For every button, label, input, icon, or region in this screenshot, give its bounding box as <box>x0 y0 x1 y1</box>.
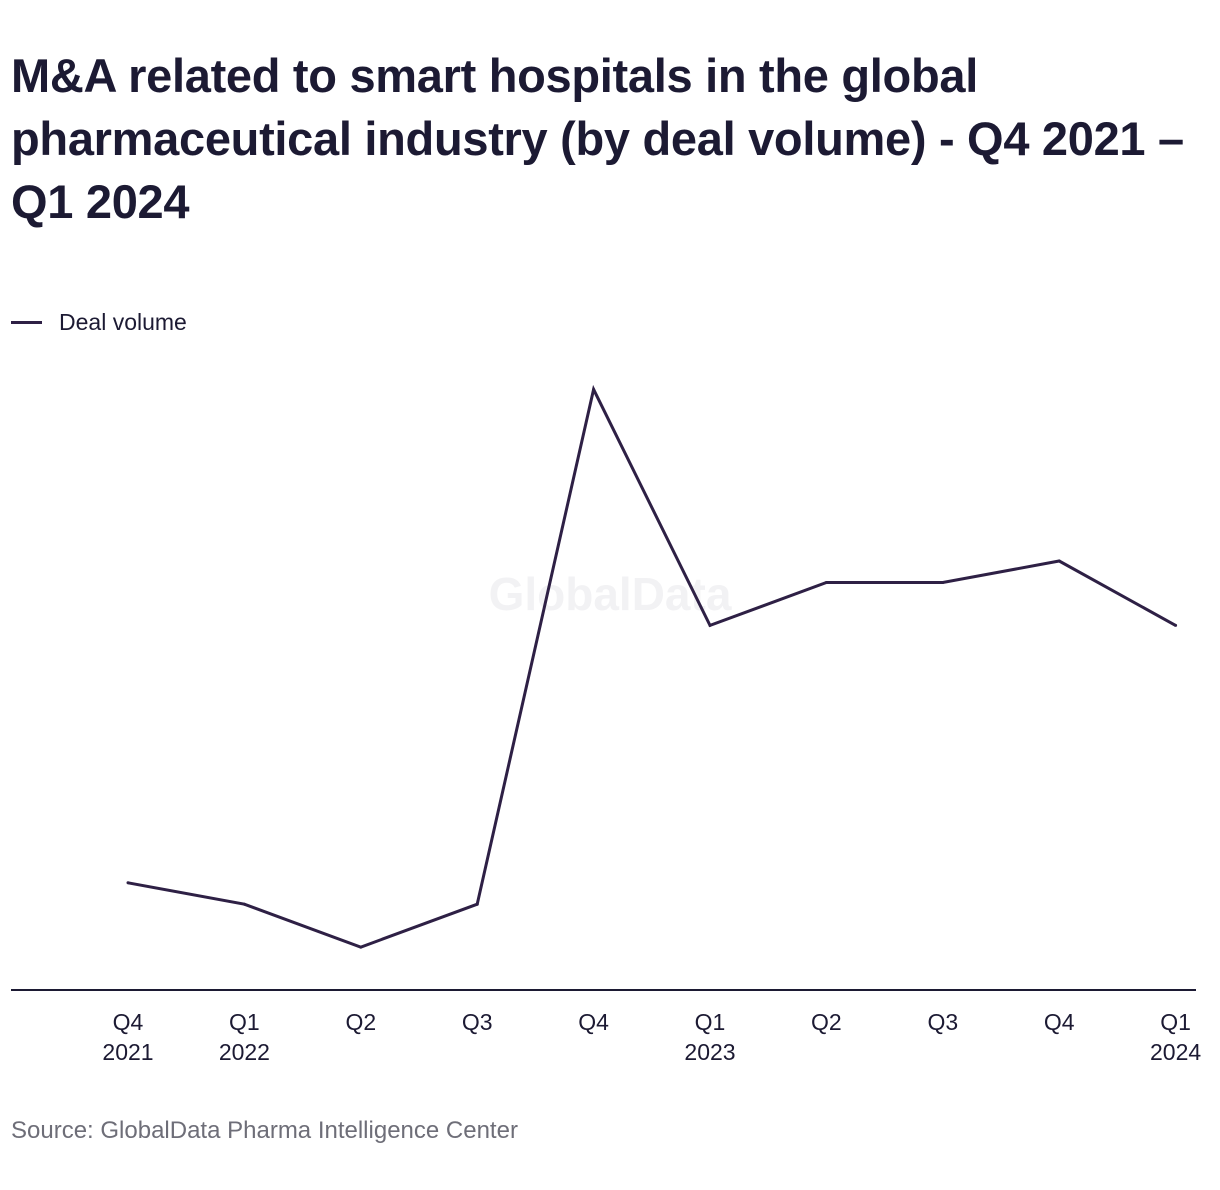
data-point <box>475 902 479 906</box>
legend-label-deal-volume: Deal volume <box>59 308 187 335</box>
x-tick-label: Q3 <box>927 1009 958 1035</box>
data-point <box>359 945 363 949</box>
data-point <box>592 387 596 391</box>
x-tick-label: Q2 <box>345 1009 376 1035</box>
x-tick-label: Q4 <box>1044 1009 1075 1035</box>
x-tick-label: Q2 <box>811 1009 842 1035</box>
data-point <box>941 580 945 584</box>
x-tick-label: Q1 2022 <box>219 1009 270 1065</box>
x-tick-label: Q3 <box>462 1009 493 1035</box>
x-tick-label: Q1 2023 <box>684 1009 735 1065</box>
chart-title: M&A related to smart hospitals in the gl… <box>11 49 1184 228</box>
x-tick-label: Q4 <box>578 1009 609 1035</box>
x-tick-label: Q1 2024 <box>1150 1009 1201 1065</box>
data-point <box>824 580 828 584</box>
source-note: Source: GlobalData Pharma Intelligence C… <box>11 1117 518 1144</box>
legend: Deal volume <box>11 307 187 337</box>
watermark-text: GlobalData <box>489 568 732 620</box>
data-point <box>242 902 246 906</box>
data-point <box>1057 559 1061 563</box>
series-line-deal-volume <box>127 384 1177 949</box>
data-point <box>708 623 712 627</box>
legend-line-swatch <box>11 320 42 324</box>
x-tick-label: Q4 2021 <box>102 1009 153 1065</box>
data-point <box>1174 623 1178 627</box>
data-point <box>126 881 130 885</box>
